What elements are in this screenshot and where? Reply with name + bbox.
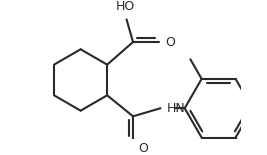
Text: O: O: [165, 35, 175, 49]
Text: O: O: [139, 142, 148, 155]
Text: HN: HN: [167, 102, 186, 115]
Text: HO: HO: [115, 0, 135, 13]
